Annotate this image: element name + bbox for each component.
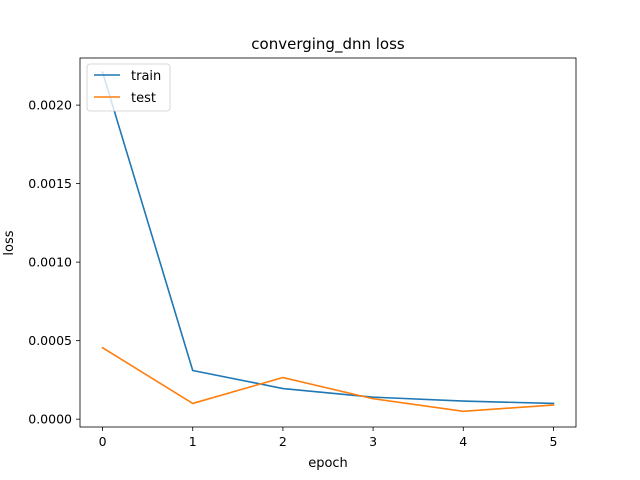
x-tick-label: 3 bbox=[369, 434, 377, 449]
legend: train test bbox=[86, 63, 171, 112]
series-line-train bbox=[101, 71, 555, 405]
y-tick-label: 0.0000 bbox=[28, 412, 72, 427]
chart-title: converging_dnn loss bbox=[251, 35, 405, 54]
x-tick-label: 1 bbox=[189, 434, 197, 449]
x-tick-label: 0 bbox=[99, 434, 107, 449]
y-axis: 0.0000 0.0005 0.0010 0.0015 0.0020 bbox=[28, 98, 80, 427]
y-tick-label: 0.0015 bbox=[28, 176, 72, 191]
x-tick-label: 5 bbox=[549, 434, 557, 449]
plot-area bbox=[80, 58, 576, 427]
x-axis-label: epoch bbox=[308, 456, 348, 471]
y-tick-label: 0.0010 bbox=[28, 255, 72, 270]
x-tick-label: 4 bbox=[459, 434, 467, 449]
y-tick-label: 0.0020 bbox=[28, 98, 72, 113]
legend-label-test: test bbox=[131, 91, 156, 106]
x-axis: 0 1 2 3 4 5 bbox=[99, 427, 557, 449]
plot-frame bbox=[79, 57, 577, 428]
legend-label-train: train bbox=[131, 69, 161, 84]
series-line-test bbox=[101, 346, 555, 413]
series-layer bbox=[101, 71, 555, 413]
x-tick-label: 2 bbox=[279, 434, 287, 449]
y-tick-label: 0.0005 bbox=[28, 333, 72, 348]
y-axis-label: loss bbox=[2, 230, 17, 255]
